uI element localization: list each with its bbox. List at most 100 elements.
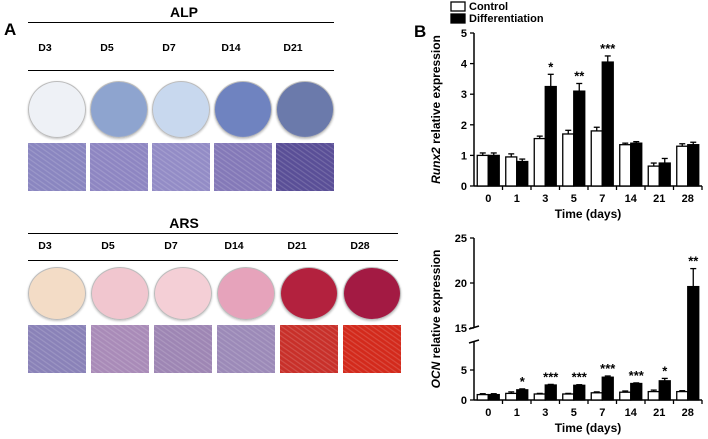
- bar-differentiation-3: [573, 384, 586, 401]
- x-tick-label-6: 21: [653, 407, 665, 419]
- ars-micrograph-2: [154, 325, 212, 373]
- legend-control-swatch: [450, 1, 466, 12]
- bar-differentiation-7: [687, 285, 700, 401]
- y-axis-label-rest: relative expression: [429, 35, 443, 147]
- x-tick-label-7: 28: [682, 193, 694, 205]
- panel-b-letter: B: [414, 22, 427, 41]
- bar-differentiation-7: [687, 144, 700, 187]
- alp-micrograph-4: [276, 143, 334, 191]
- alp-micrograph-0: [28, 143, 86, 191]
- ars-dish-2: [154, 267, 212, 320]
- bar-control-7: [676, 390, 689, 401]
- ars-dish-0: [28, 267, 86, 320]
- significance-4: ***: [600, 41, 616, 56]
- bar-differentiation-5: [630, 142, 643, 187]
- alp-dish-1: [90, 81, 148, 138]
- ars-top-rule: [28, 233, 398, 234]
- ars-dish-5: [343, 267, 401, 320]
- alp-day-label-1: D5: [100, 42, 114, 54]
- bar-control-4: [590, 392, 603, 401]
- bar-control-7: [676, 145, 689, 187]
- alp-dish-0: [28, 81, 86, 138]
- ars-bottom-rule: [28, 260, 398, 261]
- y-axis-label: Runx2 relative expression: [429, 35, 443, 184]
- bar-control-0: [476, 154, 489, 187]
- ars-day-label-0: D3: [38, 240, 52, 252]
- bar-control-2: [533, 137, 546, 187]
- x-tick-label-3: 5: [571, 407, 577, 419]
- ars-day-label-5: D28: [350, 240, 370, 252]
- ocn-chart: 0 5 15 20 25 0 1 * 3 *** 5 *** 7 *** 14 *** 21 * 28 ** Time …: [429, 233, 703, 435]
- ars-dish-4: [280, 267, 338, 320]
- bar-differentiation-4: [601, 61, 614, 187]
- alp-day-label-2: D7: [162, 42, 176, 54]
- y-tick-label-3: 20: [455, 278, 467, 290]
- alp-micrograph-1: [90, 143, 148, 191]
- ars-dish-3: [217, 267, 275, 320]
- alp-day-label-4: D21: [283, 42, 303, 54]
- bar-differentiation-6: [658, 380, 671, 401]
- ars-micrograph-5: [343, 325, 401, 373]
- x-tick-label-2: 3: [542, 193, 548, 205]
- ars-day-label-2: D7: [164, 240, 178, 252]
- bar-differentiation-5: [630, 382, 643, 401]
- alp-dish-4: [276, 81, 334, 138]
- x-tick-label-1: 1: [514, 193, 520, 205]
- bar-differentiation-2: [544, 85, 557, 187]
- bar-differentiation-1: [516, 160, 529, 187]
- alp-bottom-rule: [28, 70, 334, 71]
- x-tick-label-7: 28: [682, 407, 694, 419]
- bar-differentiation-0: [487, 393, 500, 401]
- x-tick-label-4: 7: [599, 407, 605, 419]
- bar-differentiation-0: [487, 154, 500, 187]
- x-tick-label-0: 0: [485, 407, 491, 419]
- ars-micrograph-4: [280, 325, 338, 373]
- y-tick-label-4: 25: [455, 233, 467, 245]
- alp-top-rule: [28, 22, 334, 23]
- legend-control-label: Control: [469, 1, 508, 13]
- x-tick-label-0: 0: [485, 193, 491, 205]
- y-axis-label: OCN relative expression: [429, 250, 443, 389]
- y-tick-label-2: 2: [461, 120, 467, 132]
- alp-dish-2: [152, 81, 210, 138]
- x-tick-label-1: 1: [514, 407, 520, 419]
- y-axis-label-rest: relative expression: [429, 250, 443, 362]
- panel-a-letter: A: [4, 20, 17, 39]
- significance-7: **: [688, 254, 699, 269]
- y-tick-label-3: 3: [461, 89, 467, 101]
- bar-differentiation-1: [516, 389, 529, 401]
- legend: Control Differentiation: [450, 1, 544, 25]
- ars-day-label-4: D21: [287, 240, 307, 252]
- x-tick-label-4: 7: [599, 193, 605, 205]
- y-tick-label-0: 0: [461, 395, 467, 407]
- y-axis-label-gene: OCN: [429, 361, 443, 388]
- bar-control-6: [647, 390, 660, 401]
- x-tick-label-5: 14: [625, 407, 638, 419]
- ars-dish-1: [91, 267, 149, 320]
- y-axis-label-gene: Runx2: [429, 147, 443, 184]
- axis-break-mark-lower: [468, 339, 480, 344]
- significance-4: ***: [600, 361, 616, 376]
- y-tick-label-2: 15: [455, 323, 467, 335]
- y-tick-label-1: 1: [461, 150, 467, 162]
- alp-micrograph-3: [214, 143, 272, 191]
- significance-2: *: [548, 59, 554, 74]
- significance-1: *: [520, 374, 526, 389]
- x-tick-label-2: 3: [542, 407, 548, 419]
- alp-title: ALP: [170, 4, 198, 20]
- y-tick-label-4: 4: [461, 59, 468, 71]
- ars-day-label-3: D14: [224, 240, 244, 252]
- y-tick-label-5: 5: [461, 28, 467, 40]
- x-axis-label: Time (days): [555, 207, 621, 221]
- significance-6: *: [662, 363, 668, 378]
- x-tick-label-5: 14: [625, 193, 638, 205]
- ars-micrograph-0: [28, 325, 86, 373]
- bar-control-6: [647, 165, 660, 187]
- bar-control-3: [562, 393, 575, 401]
- bar-differentiation-3: [573, 90, 586, 187]
- alp-day-label-3: D14: [221, 42, 241, 54]
- ars-title: ARS: [169, 215, 199, 231]
- bar-differentiation-6: [658, 162, 671, 187]
- x-tick-label-6: 21: [653, 193, 665, 205]
